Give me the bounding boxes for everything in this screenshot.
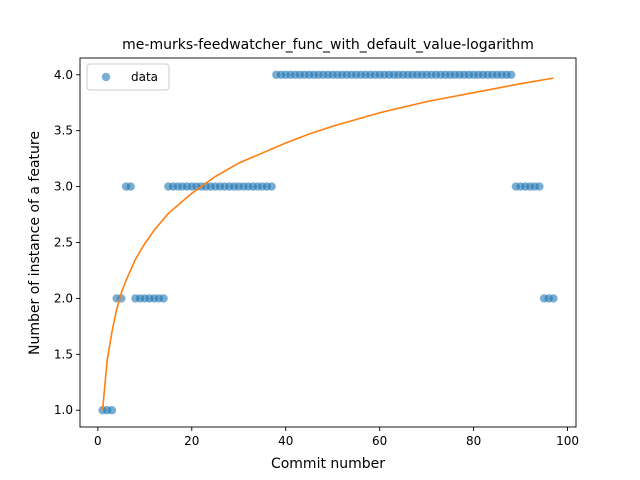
y-axis-label: Number of instance of a feature bbox=[27, 131, 43, 355]
y-tick-label: 1.0 bbox=[54, 403, 73, 417]
y-tick-label: 3.5 bbox=[54, 124, 73, 138]
y-tick-label: 3.0 bbox=[54, 180, 73, 194]
x-axis-label: Commit number bbox=[271, 456, 385, 472]
x-tick-label: 60 bbox=[372, 434, 387, 448]
data-point bbox=[159, 294, 168, 303]
data-point bbox=[506, 70, 516, 79]
data-point bbox=[549, 294, 558, 303]
axes: 0 20 40 60 80 100 1.0 1.5 2.0 2.5 3.0 3.5 4.0 bbox=[54, 57, 579, 448]
chart-title: me-murks-feedwatcher_func_with_default_v… bbox=[122, 37, 534, 53]
legend: data bbox=[86, 63, 170, 91]
legend-box bbox=[86, 63, 170, 91]
y-tick-label: 4.0 bbox=[54, 68, 73, 82]
x-tick-label: 0 bbox=[94, 434, 102, 448]
data-point bbox=[535, 182, 544, 191]
x-tick-label: 80 bbox=[466, 434, 481, 448]
fit-line bbox=[101, 77, 554, 411]
x-tick-label: 20 bbox=[184, 434, 199, 448]
x-tick-label: 100 bbox=[556, 434, 579, 448]
data-point bbox=[126, 182, 135, 191]
data-point bbox=[107, 406, 117, 415]
plot-area bbox=[98, 70, 558, 415]
legend-marker bbox=[101, 72, 111, 82]
data-point bbox=[267, 182, 276, 191]
y-tick-label: 1.5 bbox=[54, 347, 73, 361]
x-tick-label: 40 bbox=[278, 434, 293, 448]
y-tick-label: 2.0 bbox=[54, 291, 73, 305]
legend-label: data bbox=[131, 70, 158, 84]
axes-frame bbox=[79, 57, 577, 428]
y-tick-label: 2.5 bbox=[54, 236, 73, 250]
